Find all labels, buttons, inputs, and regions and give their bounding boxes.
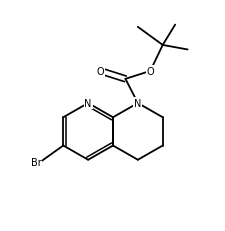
Text: N: N bbox=[134, 99, 141, 109]
Text: O: O bbox=[146, 67, 153, 77]
Text: O: O bbox=[96, 67, 104, 77]
Text: Br: Br bbox=[31, 158, 41, 168]
Text: N: N bbox=[84, 99, 91, 109]
